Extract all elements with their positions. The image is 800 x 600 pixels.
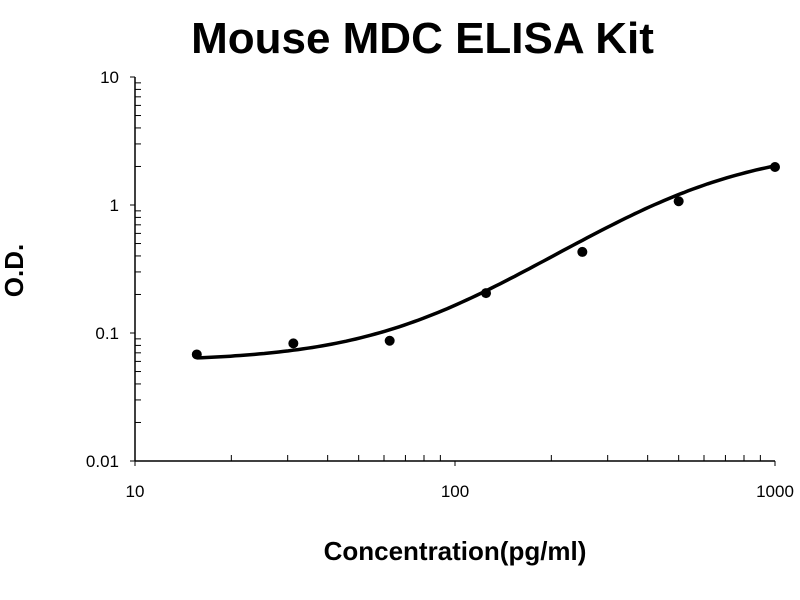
chart-title: Mouse MDC ELISA Kit: [191, 14, 654, 63]
fit-curve: [196, 164, 776, 360]
y-tick-label: 1: [110, 196, 119, 215]
x-tick-label: 10: [126, 482, 145, 501]
x-tick-label: 1000: [756, 482, 794, 501]
x-axis-label: Concentration(pg/ml): [323, 536, 587, 566]
data-point: [481, 288, 492, 299]
y-tick-label: 0.1: [95, 324, 119, 343]
data-point: [577, 246, 588, 257]
data-point: [384, 335, 395, 346]
x-tick-label: 100: [441, 482, 469, 501]
y-tick-label: 0.01: [86, 452, 119, 471]
data-point: [288, 338, 299, 349]
data-point: [770, 162, 780, 173]
data-point: [191, 349, 202, 360]
y-tick-label: 10: [100, 68, 119, 87]
data-point: [673, 196, 684, 207]
